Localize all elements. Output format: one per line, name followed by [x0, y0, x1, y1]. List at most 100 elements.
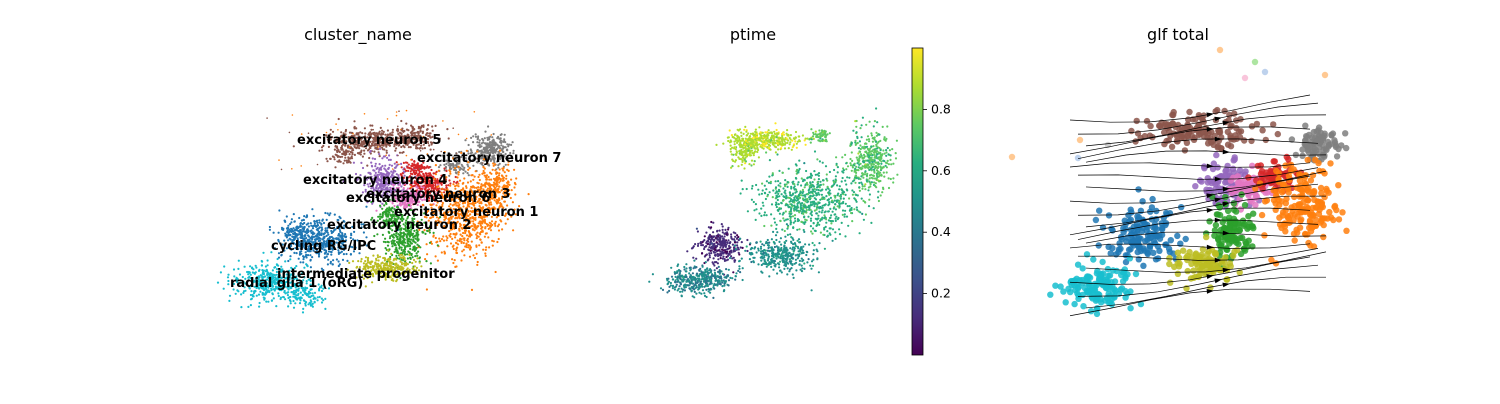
point — [782, 133, 786, 136]
point — [492, 158, 495, 161]
point — [462, 158, 465, 161]
point — [409, 131, 412, 134]
point — [431, 129, 434, 132]
point — [477, 182, 480, 185]
point — [470, 240, 473, 243]
point — [437, 166, 441, 169]
point — [403, 146, 406, 149]
point — [458, 150, 461, 154]
point — [476, 225, 479, 228]
point — [313, 301, 316, 304]
point — [478, 244, 481, 247]
point — [266, 264, 269, 267]
point — [775, 128, 778, 132]
point — [398, 247, 401, 250]
point — [492, 181, 496, 184]
point — [342, 180, 345, 183]
point — [321, 228, 324, 231]
point — [333, 148, 336, 151]
point — [782, 142, 785, 145]
point — [368, 156, 371, 160]
point — [457, 173, 460, 176]
point — [395, 114, 398, 117]
point — [418, 147, 421, 150]
point — [379, 213, 382, 216]
point — [277, 292, 280, 295]
point — [410, 233, 413, 236]
point — [431, 135, 434, 138]
point — [409, 141, 412, 144]
point — [453, 259, 456, 262]
point — [481, 230, 484, 233]
point — [443, 163, 446, 166]
point — [359, 153, 362, 156]
point — [266, 272, 269, 276]
point — [465, 245, 468, 249]
point — [398, 151, 402, 154]
point — [371, 150, 374, 152]
point — [292, 292, 295, 295]
point — [353, 153, 356, 156]
point — [361, 191, 364, 194]
point — [340, 131, 343, 134]
point — [366, 149, 370, 152]
point — [392, 259, 395, 262]
point — [387, 158, 390, 161]
point — [287, 224, 290, 227]
point — [419, 139, 423, 142]
ptime-scatter — [648, 107, 918, 299]
point — [408, 253, 411, 256]
point — [309, 259, 312, 262]
point — [390, 174, 394, 177]
point — [426, 138, 430, 141]
point — [514, 193, 517, 196]
point — [375, 209, 378, 212]
point — [493, 154, 496, 157]
point — [494, 142, 497, 145]
point — [391, 138, 395, 141]
point — [462, 241, 465, 245]
point — [406, 165, 409, 168]
point — [412, 258, 416, 262]
point — [331, 136, 334, 139]
point — [404, 169, 408, 172]
point — [455, 251, 459, 255]
point — [399, 238, 402, 241]
point — [309, 222, 312, 225]
point — [473, 153, 476, 156]
point — [438, 137, 441, 140]
point — [382, 138, 385, 141]
point — [786, 129, 789, 132]
point — [499, 202, 502, 205]
point — [448, 174, 451, 177]
point — [267, 300, 270, 303]
point — [510, 178, 513, 181]
point — [407, 169, 410, 172]
point — [403, 259, 406, 262]
point — [486, 151, 489, 155]
point — [463, 237, 466, 240]
point — [364, 256, 368, 259]
point — [309, 230, 312, 233]
point — [316, 163, 319, 166]
point — [442, 235, 445, 238]
point — [266, 259, 269, 262]
point — [440, 251, 443, 254]
point — [378, 155, 381, 158]
point — [346, 259, 349, 262]
point — [404, 143, 407, 146]
point — [329, 133, 332, 136]
point — [349, 157, 352, 160]
point — [338, 150, 341, 154]
point — [299, 291, 302, 294]
point — [390, 252, 393, 255]
point — [406, 253, 409, 256]
point — [262, 296, 265, 299]
point — [510, 143, 513, 146]
point — [479, 233, 482, 236]
point — [430, 242, 433, 245]
point — [506, 143, 509, 146]
point — [500, 152, 503, 156]
point — [403, 129, 406, 133]
point — [496, 160, 499, 163]
